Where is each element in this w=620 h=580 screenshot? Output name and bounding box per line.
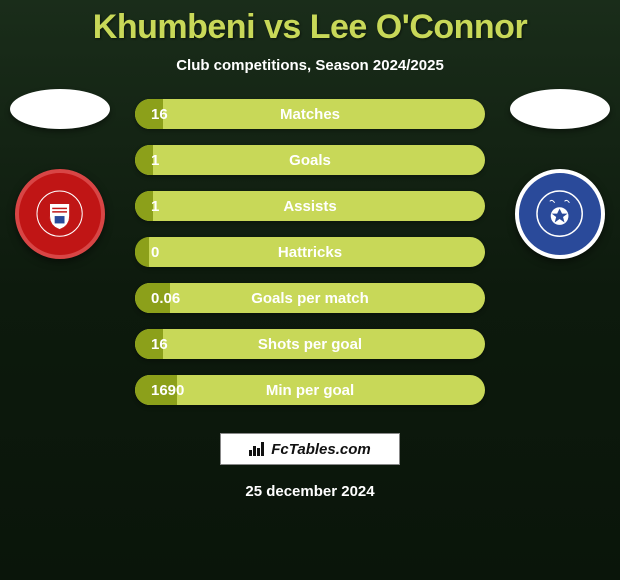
stat-label: Shots per goal <box>135 336 485 353</box>
stat-bar: 1Goals <box>135 145 485 175</box>
stat-bar: 0.06Goals per match <box>135 283 485 313</box>
stat-bar: 0Hattricks <box>135 237 485 267</box>
player2-silhouette <box>510 89 610 129</box>
player1-silhouette <box>10 89 110 129</box>
subtitle: Club competitions, Season 2024/2025 <box>0 57 620 74</box>
stat-label: Min per goal <box>135 382 485 399</box>
player1-crest <box>15 169 105 259</box>
stat-label: Assists <box>135 198 485 215</box>
player1-name: Khumbeni <box>93 8 255 46</box>
stat-bar: 16Matches <box>135 99 485 129</box>
comparison-content: 16Matches 1Goals 1Assists 0Hattricks 0.06Goa… <box>0 99 620 405</box>
bars-icon <box>249 442 265 456</box>
stat-label: Hattricks <box>135 244 485 261</box>
stat-label: Matches <box>135 106 485 123</box>
stat-bars: 16Matches 1Goals 1Assists 0Hattricks 0.06Goa… <box>135 99 485 405</box>
stat-label: Goals per match <box>135 290 485 307</box>
stat-bar: 1690Min per goal <box>135 375 485 405</box>
date-label: 25 december 2024 <box>0 483 620 500</box>
site-badge: FcTables.com <box>220 433 400 465</box>
stat-bar: 1Assists <box>135 191 485 221</box>
stat-label: Goals <box>135 152 485 169</box>
site-label: FcTables.com <box>271 441 370 458</box>
player1-column <box>10 89 110 259</box>
player2-crest <box>515 169 605 259</box>
vs-text: vs <box>264 8 301 46</box>
shield-icon <box>35 189 84 238</box>
shield-icon <box>535 189 584 238</box>
stat-bar: 16Shots per goal <box>135 329 485 359</box>
player2-column <box>510 89 610 259</box>
player2-name: Lee O'Connor <box>310 8 527 46</box>
page-title: Khumbeni vs Lee O'Connor <box>0 0 620 47</box>
